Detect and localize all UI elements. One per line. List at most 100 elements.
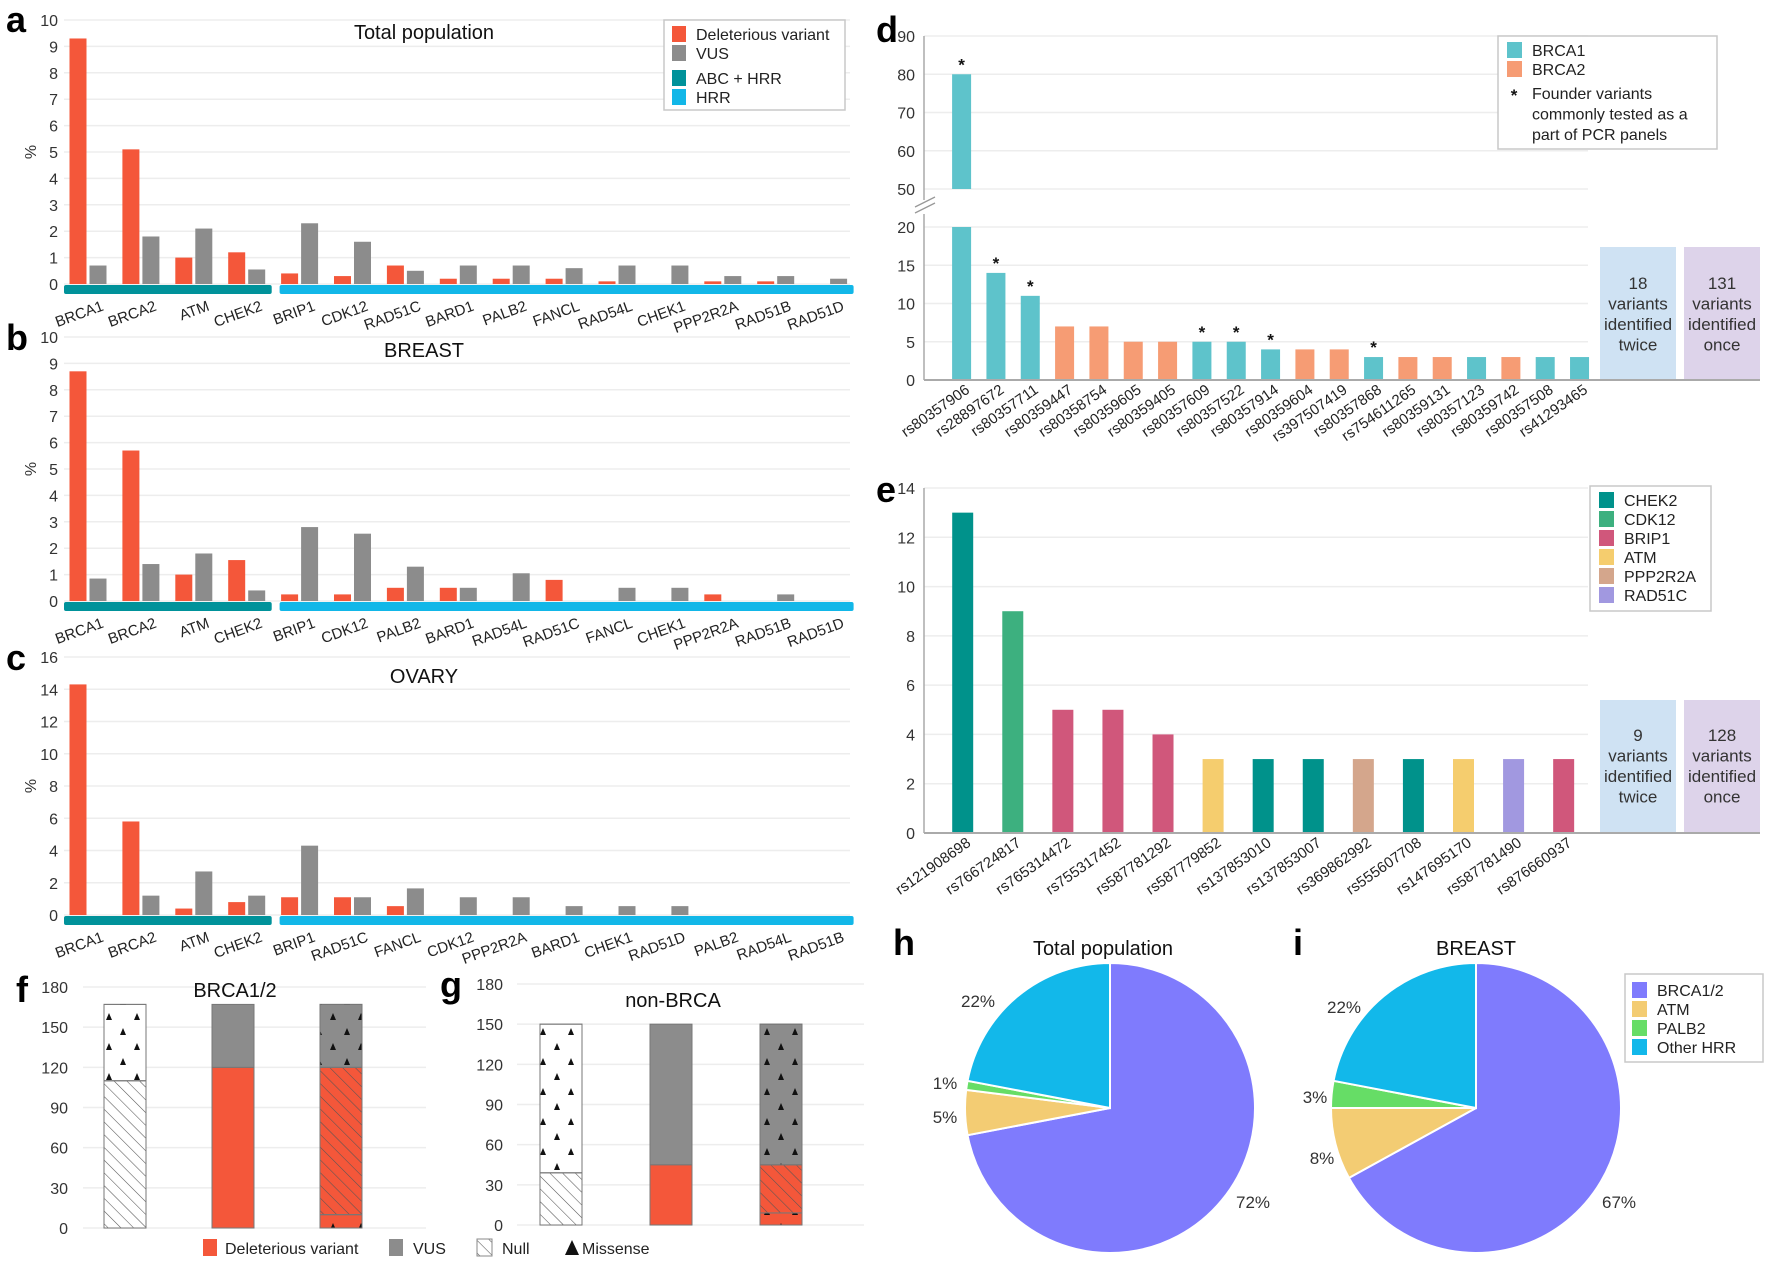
summary-text: twice [1619,336,1658,355]
y-tick-label: 0 [49,594,58,611]
bar-vus [89,265,107,284]
summary-text: identified [1688,767,1756,786]
segment-deleterious [649,1164,693,1226]
legend-label: Null [502,1241,530,1258]
panel-e: e02468101214rs121908698rs766724817rs7653… [876,469,1760,899]
panel-label: a [6,0,27,40]
legend: Deleterious variant VUS ABC + HRR HRR [663,19,846,111]
bar-deleterious [598,281,616,284]
bar-vus [406,270,424,284]
legend-swatch [672,26,686,42]
bar-vus [618,906,636,915]
legend-swatch [1632,1001,1647,1017]
y-tick-label: 2 [49,224,58,241]
bar [1570,357,1590,380]
legend-swatch [389,1239,403,1256]
legend-label: VUS [696,46,729,63]
segment-pattern-null [539,1172,583,1226]
chart-title: non-BRCA [625,990,721,1012]
bar-vus [89,578,107,601]
category-label: FANCL [531,298,582,331]
bar-vus [565,906,583,915]
category-label: CHEK2 [212,615,265,648]
segment-pattern-missense [319,1214,363,1229]
bar [1192,341,1212,380]
bar-deleterious [228,252,246,284]
segment-vus [649,1023,693,1166]
bar-vus [195,228,213,284]
bar-deleterious [439,278,457,284]
y-tick-label: 16 [40,650,58,667]
bar [1503,759,1525,833]
bar-upper-segment [952,74,972,189]
legend-label: Founder variants [1532,86,1652,103]
legend-swatch [1599,549,1614,565]
bar [1295,349,1315,380]
segment-pattern-null [319,1066,363,1216]
summary-box [1600,247,1676,379]
summary-text: once [1704,336,1741,355]
category-label: RAD51D [626,929,688,965]
bar-vus [777,276,795,284]
bar-vus [354,241,371,284]
bar-vus [406,566,424,601]
y-tick-label: 14 [897,481,915,498]
category-label: CDK12 [319,615,370,648]
group-strip [279,916,854,925]
bar-vus [248,895,266,915]
axis-break-mark [914,202,936,214]
bar [1553,759,1575,833]
category-label: RAD51D [785,298,847,334]
founder-asterisk: * [1199,323,1206,342]
slice-label: 72% [1236,1193,1270,1212]
legend-label: PALB2 [1657,1021,1706,1038]
summary-text: variants [1608,295,1668,314]
legend-swatch [203,1239,217,1256]
panel-h: h Total population 72% 5% 1% 22% [893,922,1270,1254]
founder-asterisk: * [1267,330,1274,349]
bar-deleterious [281,273,299,284]
y-tick-label: 4 [49,844,58,861]
y-tick-label: 6 [906,678,915,695]
panel-i: i BREAST 67% 8% 3% 22% BRCA1/2 ATM PALB2 Other HR… [1293,922,1764,1254]
category-label: ATM [177,929,212,955]
y-tick-label: 1 [49,251,58,268]
bar [1002,611,1024,833]
legend-swatch [1632,982,1647,998]
legend-swatch [672,70,686,86]
summary-text: 131 [1708,274,1736,293]
segment-pattern-missense [759,1023,803,1166]
bar-vus [195,871,213,915]
slice-label: 67% [1602,1193,1636,1212]
category-label: BRCA2 [106,298,159,331]
bar-vus [142,236,160,284]
y-tick-label: 70 [897,106,915,123]
pie-slice [1332,961,1477,1110]
y-tick-label: 7 [49,409,58,426]
founder-asterisk: * [1370,338,1377,357]
bar-deleterious [122,149,140,284]
y-axis-label: % [23,462,40,476]
summary-text: variants [1692,747,1752,766]
legend-swatch [672,89,686,105]
legend-swatch [1632,1039,1647,1055]
summary-text: identified [1604,767,1672,786]
bar [1226,341,1246,380]
legend-label: ABC + HRR [696,71,782,88]
y-tick-label: 10 [40,13,58,30]
category-label: RAD54L [470,615,529,650]
bar [1535,357,1555,380]
category-label: ATM [177,298,212,324]
bar [1453,759,1474,833]
bar [1302,759,1324,833]
bar [1352,759,1374,833]
legend-label: PPP2R2A [1624,569,1696,586]
category-label: RAD51B [733,615,794,651]
legend-swatch [1632,1020,1647,1036]
summary-text: once [1704,788,1741,807]
category-label: ATM [177,615,212,641]
category-label: PALB2 [480,298,529,330]
y-tick-label: 2 [49,876,58,893]
slice-label: 1% [933,1074,958,1093]
